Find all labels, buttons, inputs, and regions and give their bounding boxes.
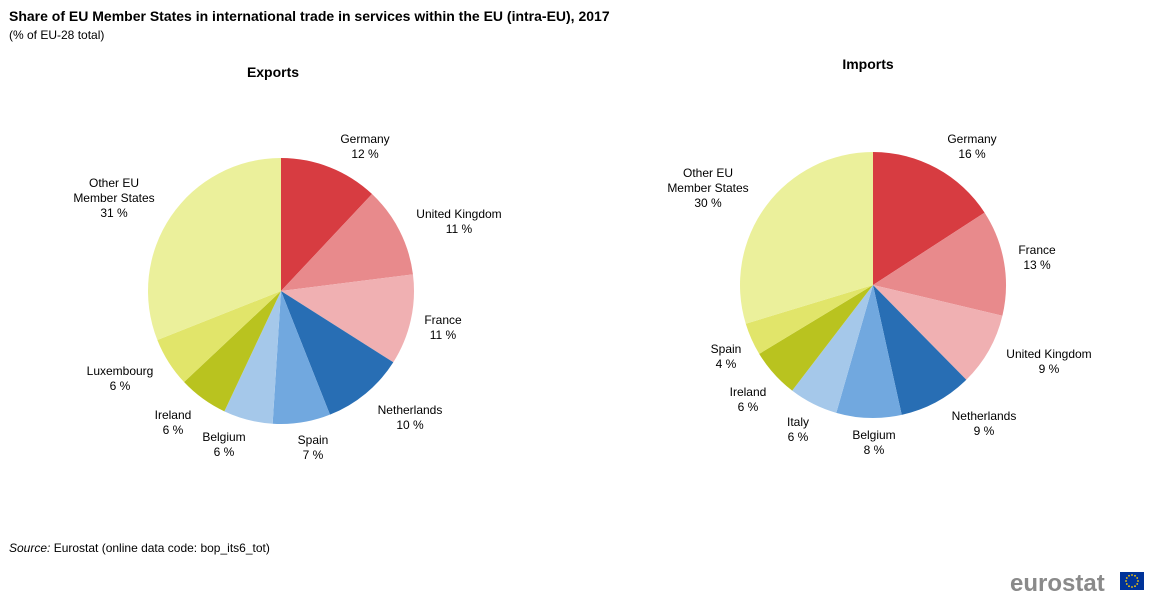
source-text: Eurostat (online data code: bop_its6_tot… xyxy=(50,541,270,555)
slice-label: Ireland 6 % xyxy=(155,408,192,437)
chart-subtitle: (% of EU-28 total) xyxy=(9,28,105,42)
chart-title: Share of EU Member States in internation… xyxy=(9,8,610,24)
pie-slice-luxembourg xyxy=(157,291,281,383)
pie-slice-netherlands xyxy=(873,285,967,415)
pie-slice-italy xyxy=(792,285,873,413)
pie-slice-belgium xyxy=(836,285,902,418)
pie-slice-germany xyxy=(281,158,373,291)
pie-title: Exports xyxy=(247,64,299,80)
pie-slice-germany xyxy=(873,152,985,285)
slice-label: France 11 % xyxy=(424,313,462,342)
pie-slice-ireland xyxy=(184,291,281,412)
slice-label: Belgium 8 % xyxy=(852,428,895,457)
pie-slice-ireland xyxy=(759,285,873,391)
eu-flag-icon xyxy=(1120,572,1144,590)
slice-label: Belgium 6 % xyxy=(202,430,245,459)
pie-slice-spain xyxy=(745,285,873,354)
slice-label: Other EU Member States 31 % xyxy=(73,176,154,220)
pie-slice-netherlands xyxy=(281,291,394,415)
slice-label: Netherlands 9 % xyxy=(952,409,1017,438)
pie-slice-france xyxy=(281,274,414,363)
slice-label: France 13 % xyxy=(1018,243,1056,272)
pie-slice-united-kingdom xyxy=(281,194,413,291)
slice-label: Luxembourg 6 % xyxy=(87,364,154,393)
eurostat-logo: eurostat xyxy=(1010,570,1144,597)
slice-label: Germany 12 % xyxy=(340,132,389,161)
pie-chart-exports: Exports Germany 12 % United Kingdom 11 % Fran… xyxy=(73,64,501,462)
pie-chart-imports: Imports Germany 16 % France 13 % United Kingd… xyxy=(667,56,1091,457)
slice-label: Italy 6 % xyxy=(787,415,809,444)
slice-label: Spain 4 % xyxy=(711,342,742,371)
pie-slice-other-eu-member-states xyxy=(739,152,873,324)
slice-label: Other EU Member States 30 % xyxy=(667,166,748,210)
pie-slice-other-eu-member-states xyxy=(148,158,281,340)
logo-text: eurostat xyxy=(1010,570,1105,597)
pie-slice-belgium xyxy=(224,291,281,424)
slice-label: Spain 7 % xyxy=(298,433,329,462)
slice-label: United Kingdom 11 % xyxy=(416,207,501,236)
slice-label: Netherlands 10 % xyxy=(378,403,443,432)
source-note: Source: Eurostat (online data code: bop_… xyxy=(9,541,270,555)
slice-label: Ireland 6 % xyxy=(730,385,767,414)
source-label: Source: xyxy=(9,541,51,555)
pie-charts: Exports Germany 12 % United Kingdom 11 % Fran… xyxy=(73,56,1091,462)
pie-title: Imports xyxy=(842,56,894,72)
slice-label: Germany 16 % xyxy=(947,132,996,161)
pie-slice-france xyxy=(873,212,1007,316)
pie-slice-united-kingdom xyxy=(873,285,1003,380)
slice-label: United Kingdom 9 % xyxy=(1006,347,1091,376)
pie-slice-spain xyxy=(272,291,330,425)
